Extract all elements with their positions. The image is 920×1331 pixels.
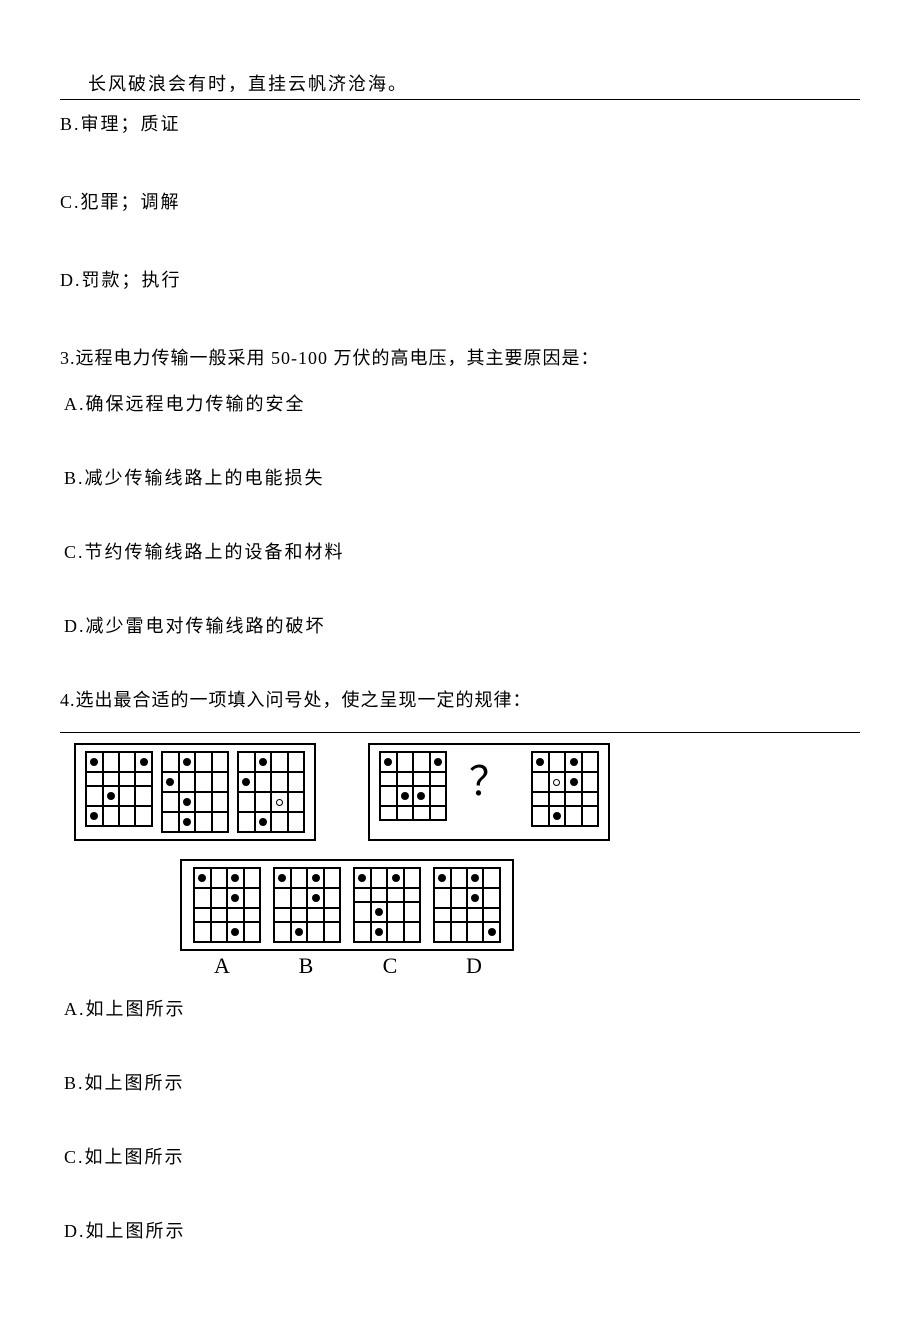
dot-filled-icon: [392, 874, 400, 882]
document-page: 长风破浪会有时，直挂云帆济沧海。 B.审理；质证 C.犯罪；调解 D.罚款；执行…: [0, 0, 920, 1331]
dot-filled-icon: [183, 818, 191, 826]
dot-filled-icon: [278, 874, 286, 882]
header-rule: [60, 99, 860, 100]
grid-panel: [379, 751, 447, 833]
q4-stem: 4.选出最合适的一项填入问号处，使之呈现一定的规律：: [60, 686, 860, 712]
dot-filled-icon: [417, 792, 425, 800]
question-mark-icon: ？: [469, 749, 509, 807]
dot-filled-icon: [375, 928, 383, 936]
q4-option-d: D.如上图所示: [64, 1217, 860, 1243]
dot-filled-icon: [231, 894, 239, 902]
dot-filled-icon: [488, 928, 496, 936]
grid-panel: [353, 867, 421, 943]
dot-filled-icon: [434, 758, 442, 766]
q2-option-d: D.罚款；执行: [60, 266, 860, 292]
q3-option-d: D.减少雷电对传输线路的破坏: [64, 612, 860, 638]
grid-panel: [273, 867, 341, 943]
dot-filled-icon: [107, 792, 115, 800]
dot-filled-icon: [259, 758, 267, 766]
dot-filled-icon: [140, 758, 148, 766]
grid-panel: [433, 867, 501, 943]
q2-option-b: B.审理；质证: [60, 110, 860, 136]
dot-filled-icon: [242, 778, 250, 786]
grid-panel: [193, 867, 261, 943]
dot-filled-icon: [553, 812, 561, 820]
grid-panel: [161, 751, 229, 833]
dot-filled-icon: [90, 758, 98, 766]
dot-filled-icon: [438, 874, 446, 882]
q2-option-c: C.犯罪；调解: [60, 188, 860, 214]
dot-filled-icon: [375, 908, 383, 916]
dot-filled-icon: [90, 812, 98, 820]
dot-filled-icon: [312, 894, 320, 902]
q4-option-labels: A B C D: [60, 953, 860, 979]
dot-filled-icon: [198, 874, 206, 882]
q4-group1: [74, 743, 316, 841]
q4-row1: ？: [60, 743, 860, 841]
dot-filled-icon: [384, 758, 392, 766]
dot-filled-icon: [471, 874, 479, 882]
q3-option-a: A.确保远程电力传输的安全: [64, 390, 860, 416]
dot-filled-icon: [312, 874, 320, 882]
q3-option-c: C.节约传输线路上的设备和材料: [64, 538, 860, 564]
q4-option-c: C.如上图所示: [64, 1143, 860, 1169]
header-quote: 长风破浪会有时，直挂云帆济沧海。: [88, 70, 860, 96]
label-b: B: [264, 953, 348, 979]
label-d: D: [432, 953, 516, 979]
dot-filled-icon: [166, 778, 174, 786]
dot-filled-icon: [471, 894, 479, 902]
dot-filled-icon: [570, 758, 578, 766]
dot-filled-icon: [259, 818, 267, 826]
label-c: C: [348, 953, 432, 979]
dot-filled-icon: [183, 758, 191, 766]
question-mark-panel: ？: [455, 751, 523, 805]
dot-filled-icon: [570, 778, 578, 786]
dot-open-icon: [276, 799, 283, 806]
grid-panel: [237, 751, 305, 833]
q4-figure: ？ A B C D: [60, 732, 860, 979]
spacer: [316, 743, 368, 841]
q3-stem: 3.远程电力传输一般采用 50-100 万伏的高电压，其主要原因是：: [60, 344, 860, 370]
dot-filled-icon: [183, 798, 191, 806]
dot-filled-icon: [231, 874, 239, 882]
q4-option-b: B.如上图所示: [64, 1069, 860, 1095]
dot-filled-icon: [295, 928, 303, 936]
q3-option-b: B.减少传输线路上的电能损失: [64, 464, 860, 490]
dot-filled-icon: [401, 792, 409, 800]
grid-panel: [85, 751, 153, 833]
q4-options-row: [60, 859, 860, 951]
dot-filled-icon: [231, 928, 239, 936]
dot-open-icon: [553, 779, 560, 786]
dot-filled-icon: [358, 874, 366, 882]
q4-option-a: A.如上图所示: [64, 995, 860, 1021]
dot-filled-icon: [536, 758, 544, 766]
grid-panel: [531, 751, 599, 833]
q4-group2: ？: [368, 743, 610, 841]
q4-options-group: [180, 859, 514, 951]
label-a: A: [180, 953, 264, 979]
